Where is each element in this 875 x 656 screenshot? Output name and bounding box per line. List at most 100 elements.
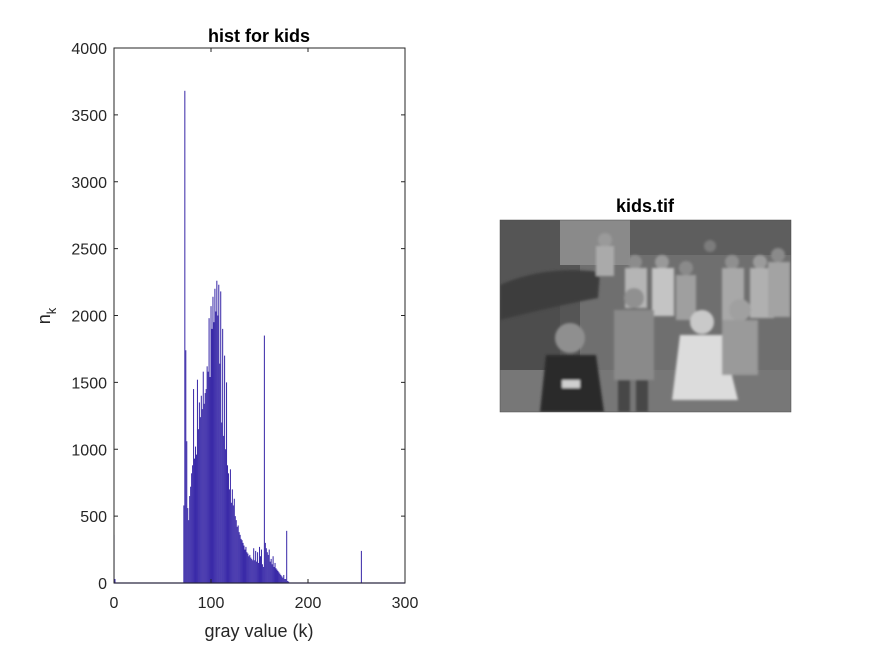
histogram-bar	[245, 546, 247, 583]
histogram-bar	[275, 568, 277, 583]
histogram-bar	[187, 508, 189, 583]
histogram-bar	[223, 435, 225, 584]
histogram-bar	[199, 417, 201, 583]
histogram-bar	[192, 465, 194, 583]
histogram-bar	[258, 562, 260, 583]
histogram-bar	[242, 542, 244, 584]
x-tick-label: 0	[110, 595, 119, 612]
histogram-bar	[186, 441, 188, 583]
histogram-bar	[277, 570, 279, 583]
histogram-bar	[230, 502, 232, 583]
histogram-bar	[114, 578, 116, 583]
histogram-bar	[249, 554, 251, 583]
histogram-bar	[240, 538, 242, 583]
histogram-bar	[222, 328, 224, 584]
histogram-bar	[198, 402, 200, 583]
histogram-bar	[188, 520, 190, 583]
x-tick-label: 100	[198, 595, 225, 612]
histogram-bar	[210, 306, 212, 583]
histogram-bar	[212, 296, 214, 583]
histogram-bar	[256, 561, 258, 583]
histogram-bar	[226, 382, 228, 584]
histogram-bar	[255, 550, 257, 583]
histogram-bar	[209, 377, 211, 583]
histogram-bar	[233, 498, 235, 583]
histogram-bar	[252, 560, 254, 583]
histogram-bar	[238, 532, 240, 583]
histogram-bar	[184, 90, 186, 584]
histogram-bar	[285, 578, 287, 583]
histogram-axes: hist for kids 0 100 200 3000500100015002000…	[34, 26, 418, 641]
histogram-bar	[195, 454, 197, 583]
image-axes: kids.tif	[499, 196, 792, 413]
histogram-bar	[276, 569, 278, 584]
histogram-bar	[241, 540, 243, 583]
histogram-bar	[229, 469, 231, 583]
histogram-ylabel-subscript: k	[44, 307, 59, 314]
histogram-bar	[231, 489, 233, 584]
histogram-bar	[194, 458, 196, 583]
histogram-bar	[263, 335, 265, 583]
histogram-bar	[261, 564, 263, 583]
y-tick-label: 500	[80, 509, 107, 526]
histogram-bar	[237, 525, 239, 583]
histogram-title: hist for kids	[208, 26, 310, 46]
histogram-bar	[283, 574, 285, 583]
histogram-bar	[284, 578, 286, 583]
histogram-xlabel: gray value (k)	[204, 621, 313, 641]
histogram-bar	[227, 473, 229, 583]
x-tick-label: 300	[392, 595, 419, 612]
histogram-bar	[201, 409, 203, 584]
histogram-ylabel: nk	[34, 307, 59, 324]
histogram-bar	[207, 371, 209, 583]
histogram-bar	[360, 550, 362, 583]
y-tick-label: 3500	[71, 108, 107, 125]
histogram-bar	[197, 429, 199, 583]
histogram-bar	[218, 284, 220, 583]
histogram-bar	[205, 389, 207, 583]
histogram-bar	[282, 577, 284, 583]
histogram-bar	[239, 534, 241, 583]
histogram-bar	[185, 350, 187, 583]
histogram-bar	[221, 422, 223, 583]
histogram-bar	[262, 566, 264, 583]
histogram-bar	[219, 363, 221, 583]
histogram-bar	[200, 395, 202, 583]
histogram-bar	[208, 318, 210, 583]
histogram-bar	[215, 311, 217, 583]
kids-photo	[500, 220, 791, 412]
x-tick-label: 200	[295, 595, 322, 612]
histogram-bar	[288, 581, 290, 583]
histogram-bar	[191, 473, 193, 583]
histogram-bar	[265, 548, 267, 583]
histogram-bar	[253, 548, 255, 583]
histogram-bar	[216, 280, 218, 583]
histogram-bar	[202, 371, 204, 583]
histogram-bar	[214, 288, 216, 583]
histogram-bar	[224, 355, 226, 584]
histogram-bar	[259, 556, 262, 583]
y-tick-label: 2500	[71, 242, 107, 259]
histogram-bar	[217, 315, 219, 583]
histogram-bar	[225, 449, 227, 583]
histogram-bar	[272, 556, 274, 583]
y-tick-label: 3000	[71, 175, 107, 192]
histogram-bar	[281, 576, 283, 583]
histogram-bar	[248, 556, 250, 583]
histogram-bar	[220, 291, 222, 583]
histogram-bar	[287, 580, 289, 583]
histogram-bar	[250, 557, 252, 583]
histogram-bar	[190, 486, 192, 583]
svg-text:nk: nk	[34, 307, 59, 324]
histogram-bar	[232, 505, 234, 583]
histogram-bar	[196, 379, 198, 583]
histogram-bar	[267, 554, 269, 583]
histogram-bar	[254, 560, 256, 583]
histogram-bar	[228, 489, 230, 584]
histogram-bar	[227, 465, 229, 583]
histogram-bar	[271, 564, 273, 583]
histogram-bar	[213, 322, 215, 583]
histogram-ticks: 0 100 200 300050010001500200025003000350040…	[71, 41, 418, 612]
y-tick-label: 2000	[71, 309, 107, 326]
